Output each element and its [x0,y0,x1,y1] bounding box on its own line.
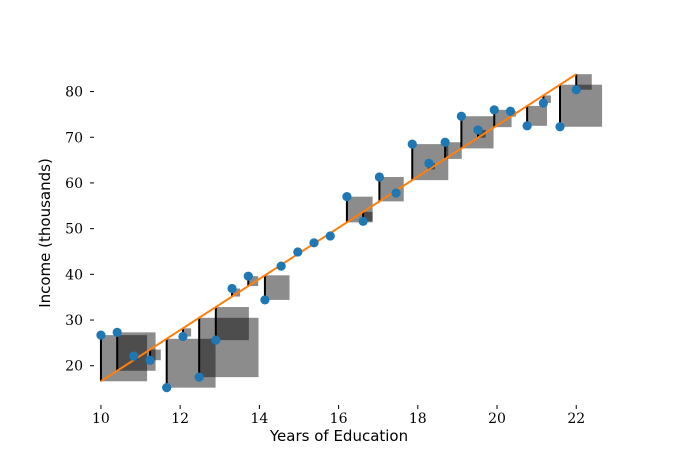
data-point-15 [342,192,352,202]
data-point-17 [374,172,384,182]
y-axis: 20 30 40 50 60 70 80 [65,85,94,375]
data-point-12 [293,247,303,257]
data-point-26 [522,121,532,131]
residual-square-17 [379,177,404,202]
residual-squares [100,74,603,388]
x-tick-label-14: 14 [250,411,268,427]
y-tick-label-50: 50 [65,222,83,238]
y-tick-label-30: 30 [65,313,83,329]
x-axis-label: Years of Education [269,427,408,445]
x-tick-label-10: 10 [92,411,110,427]
data-point-28 [555,122,565,132]
x-tick-label-20: 20 [488,411,506,427]
residual-square-0 [100,335,148,382]
data-point-18 [391,188,401,198]
data-point-5 [178,331,188,342]
residual-square-27 [543,95,551,103]
data-point-9 [243,271,253,281]
data-point-7 [211,335,221,345]
residual-square-5 [182,328,192,337]
data-point-27 [538,98,548,108]
data-point-8 [227,283,237,294]
residual-square-29 [576,74,592,90]
data-point-6 [194,372,204,382]
residual-square-23 [478,129,486,138]
data-point-22 [456,111,466,121]
data-point-16 [358,216,368,226]
x-axis: 10 12 14 16 18 20 22 [92,405,585,427]
data-point-10 [260,295,270,305]
residual-square-7 [215,307,249,341]
data-point-24 [489,105,499,115]
data-point-23 [473,125,483,135]
residual-square-9 [248,276,259,287]
x-tick-label-18: 18 [409,411,427,427]
y-tick-label-40: 40 [65,267,83,283]
residual-square-4 [166,338,216,388]
y-tick-label-20: 20 [65,359,83,375]
fit-line-group [100,73,577,383]
y-tick-label-80: 80 [65,85,83,101]
y-tick-label-60: 60 [65,176,83,192]
data-point-19 [407,139,417,149]
residual-square-21 [445,142,462,159]
y-axis-label: Income (thousands) [36,158,54,308]
x-tick-label-16: 16 [330,411,348,427]
y-tick-label-70: 70 [65,130,83,146]
data-points [96,85,581,393]
data-point-4 [162,383,172,393]
data-point-3 [145,355,155,365]
data-point-0 [96,330,106,340]
residual-square-26 [527,105,548,126]
residual-square-3 [150,349,161,361]
residual-square-8 [232,288,241,297]
residual-square-6 [199,317,259,378]
data-point-29 [571,85,581,95]
fit-line [100,73,577,383]
residual-square-28 [559,84,603,127]
data-point-25 [505,106,516,116]
data-point-11 [276,261,286,271]
data-point-20 [424,158,434,168]
data-point-1 [112,327,122,337]
data-point-13 [309,238,319,248]
x-tick-label-22: 22 [567,411,585,427]
residual-square-10 [264,275,290,300]
data-point-14 [325,231,335,241]
x-tick-label-12: 12 [171,411,189,427]
data-point-21 [440,137,450,147]
data-point-2 [129,351,139,361]
residual-square-16 [363,211,373,222]
